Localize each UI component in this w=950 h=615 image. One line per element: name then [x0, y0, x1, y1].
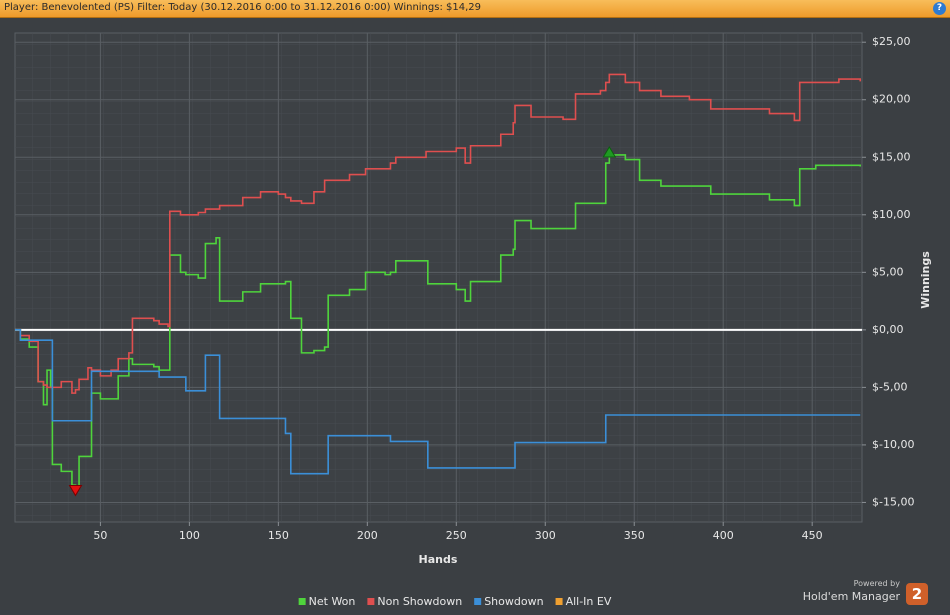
x-tick-label: 450 — [802, 529, 823, 542]
legend-label: Showdown — [484, 595, 543, 608]
legend-label: All-In EV — [566, 595, 612, 608]
x-tick-label: 250 — [446, 529, 467, 542]
y-tick-label: $5,00 — [872, 265, 904, 278]
legend-swatch — [298, 598, 306, 605]
y-tick-label: $0,00 — [872, 323, 904, 336]
x-axis-title: Hands — [419, 553, 458, 566]
x-tick-label: 50 — [93, 529, 107, 542]
legend-label: Non Showdown — [377, 595, 462, 608]
legend-item[interactable]: Showdown — [474, 595, 544, 608]
footer: Powered by Hold'em Manager 2 — [798, 579, 938, 609]
y-tick-label: $25,00 — [872, 35, 911, 48]
powered-by: Powered by — [853, 579, 900, 588]
legend-swatch — [474, 598, 482, 605]
legend-item[interactable]: All-In EV — [555, 595, 612, 608]
y-tick-label: $-10,00 — [872, 438, 914, 451]
legend-item[interactable]: Non Showdown — [367, 595, 462, 608]
y-tick-label: $-5,00 — [872, 380, 907, 393]
brand-badge: 2 — [906, 583, 928, 605]
legend-item[interactable]: Net Won — [298, 595, 356, 608]
max-marker — [602, 145, 617, 158]
y-tick-label: $10,00 — [872, 208, 911, 221]
series-line — [15, 73, 862, 394]
legend-swatch — [367, 598, 375, 605]
brand: Hold'em Manager — [802, 590, 900, 603]
x-tick-label: 150 — [268, 529, 289, 542]
legend-swatch — [555, 598, 563, 605]
x-tick-label: 400 — [713, 529, 734, 542]
y-axis-title: Winnings — [919, 251, 932, 309]
header-bar: Player: Benevolented (PS) Filter: Today … — [0, 0, 950, 18]
y-tick-label: $20,00 — [872, 93, 911, 106]
x-tick-label: 100 — [179, 529, 200, 542]
legend: Net Won Non Showdown Showdown All-In EV — [298, 595, 612, 608]
min-marker — [68, 484, 83, 497]
minor-grid — [15, 33, 862, 522]
help-button[interactable]: ? — [933, 2, 946, 15]
header-title: Player: Benevolented (PS) Filter: Today … — [4, 2, 481, 13]
x-tick-label: 200 — [357, 529, 378, 542]
x-tick-label: 300 — [535, 529, 556, 542]
legend-label: Net Won — [309, 595, 356, 608]
y-tick-label: $15,00 — [872, 150, 911, 163]
y-tick-label: $-15,00 — [872, 495, 914, 508]
x-tick-label: 350 — [624, 529, 645, 542]
series-line — [15, 329, 861, 475]
